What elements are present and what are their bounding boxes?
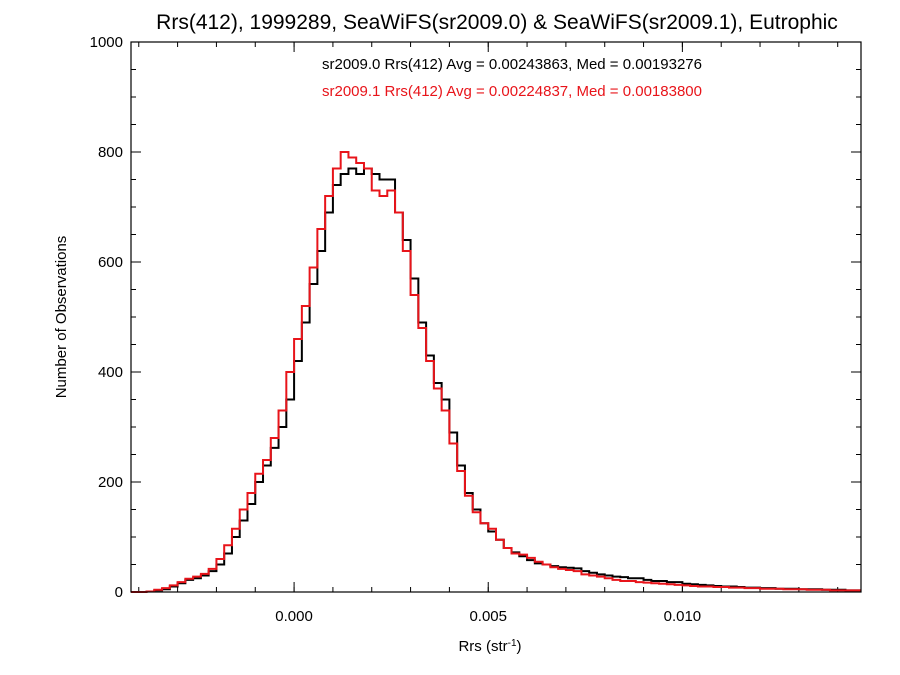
series-line-sr2009-1 <box>131 151 861 593</box>
x-axis-label: Rrs (str-1) <box>458 638 521 656</box>
series-layer <box>131 151 861 593</box>
annotation-sr2009-0: sr2009.0 Rrs(412) Avg = 0.00243863, Med … <box>322 56 702 73</box>
x-axis-label-sup: -1 <box>508 638 517 649</box>
y-axis-label: Number of Observations <box>53 236 70 399</box>
y-tick-label: 800 <box>98 144 123 161</box>
y-tick-label: 400 <box>98 364 123 381</box>
x-axis-label-close: ) <box>517 638 522 655</box>
y-tick-label: 200 <box>98 474 123 491</box>
y-tick-label: 0 <box>115 584 123 601</box>
y-tick-label: 600 <box>98 254 123 271</box>
x-tick-label: 0.010 <box>664 608 702 625</box>
axes-ticks: 0.000 0.005 0.010 0 200 400 600 800 1000 <box>90 34 861 625</box>
x-tick-label: 0.005 <box>469 608 507 625</box>
y-tick-label: 1000 <box>90 34 123 51</box>
x-axis-label-main: Rrs (str <box>458 638 507 655</box>
chart-title: Rrs(412), 1999289, SeaWiFS(sr2009.0) & S… <box>156 11 838 34</box>
plot-frame <box>130 41 862 593</box>
x-tick-label: 0.000 <box>275 608 313 625</box>
annotation-sr2009-1: sr2009.1 Rrs(412) Avg = 0.00224837, Med … <box>322 83 702 100</box>
